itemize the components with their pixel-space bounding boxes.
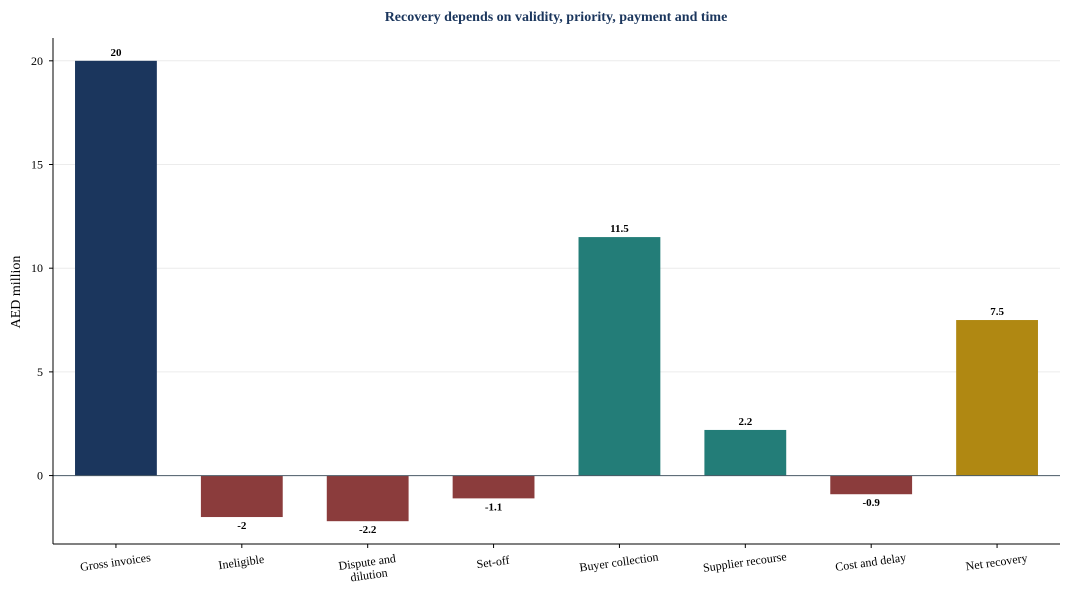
bar-3: [452, 475, 535, 499]
x-tick-label: Set-off: [476, 553, 511, 571]
data-label: -2: [237, 520, 247, 532]
x-tick-label: Cost and delay: [834, 550, 907, 574]
y-tick-label: 10: [31, 261, 43, 275]
y-tick-label: 5: [37, 365, 43, 379]
data-label: 2.2: [738, 416, 752, 428]
x-tick-label: Net recovery: [965, 551, 1029, 574]
y-tick-label: 15: [31, 158, 43, 172]
data-label: -1.1: [485, 501, 502, 513]
bars: [75, 60, 1038, 522]
x-tick-label: Buyer collection: [578, 550, 659, 575]
y-axis-label: AED million: [9, 256, 24, 329]
data-label: 7.5: [990, 306, 1004, 318]
data-labels: 20 -2 -2.2 -1.1 11.5 2.2 -0.9 7.5: [110, 47, 1004, 536]
data-label: -0.9: [862, 497, 880, 509]
bar-6: [830, 475, 913, 495]
x-tick-label: Ineligible: [218, 552, 265, 572]
x-tick-label-line: Buyer collection: [578, 550, 659, 575]
x-tick-label-line: Gross invoices: [79, 550, 152, 574]
x-tick-label: Gross invoices: [79, 550, 152, 574]
bar-0: [75, 60, 157, 476]
bar-7: [956, 320, 1038, 476]
bar-1: [200, 475, 283, 518]
axes: 0 5 10 15 20 Gross invoices Ineligible Dispute …: [31, 38, 1060, 584]
data-label: -2.2: [359, 524, 377, 536]
x-tick-label-line: dilution: [349, 565, 388, 584]
x-tick-label-line: Supplier recourse: [702, 549, 787, 575]
bar-5: [704, 429, 787, 476]
x-tick-label-line: Net recovery: [965, 551, 1029, 574]
x-tick-label-line: Set-off: [476, 553, 511, 571]
x-tick-label-line: Cost and delay: [834, 550, 907, 574]
gridlines: [53, 60, 1060, 373]
data-label: 20: [110, 47, 122, 59]
bar-2: [326, 475, 409, 522]
bar-4: [578, 237, 661, 476]
chart-title: Recovery depends on validity, priority, …: [385, 10, 728, 25]
x-tick-label-line: Ineligible: [218, 552, 265, 572]
x-tick-label: Supplier recourse: [702, 549, 787, 575]
data-label: 11.5: [610, 223, 629, 235]
y-tick-label: 0: [37, 469, 43, 483]
y-tick-label: 20: [31, 54, 43, 68]
